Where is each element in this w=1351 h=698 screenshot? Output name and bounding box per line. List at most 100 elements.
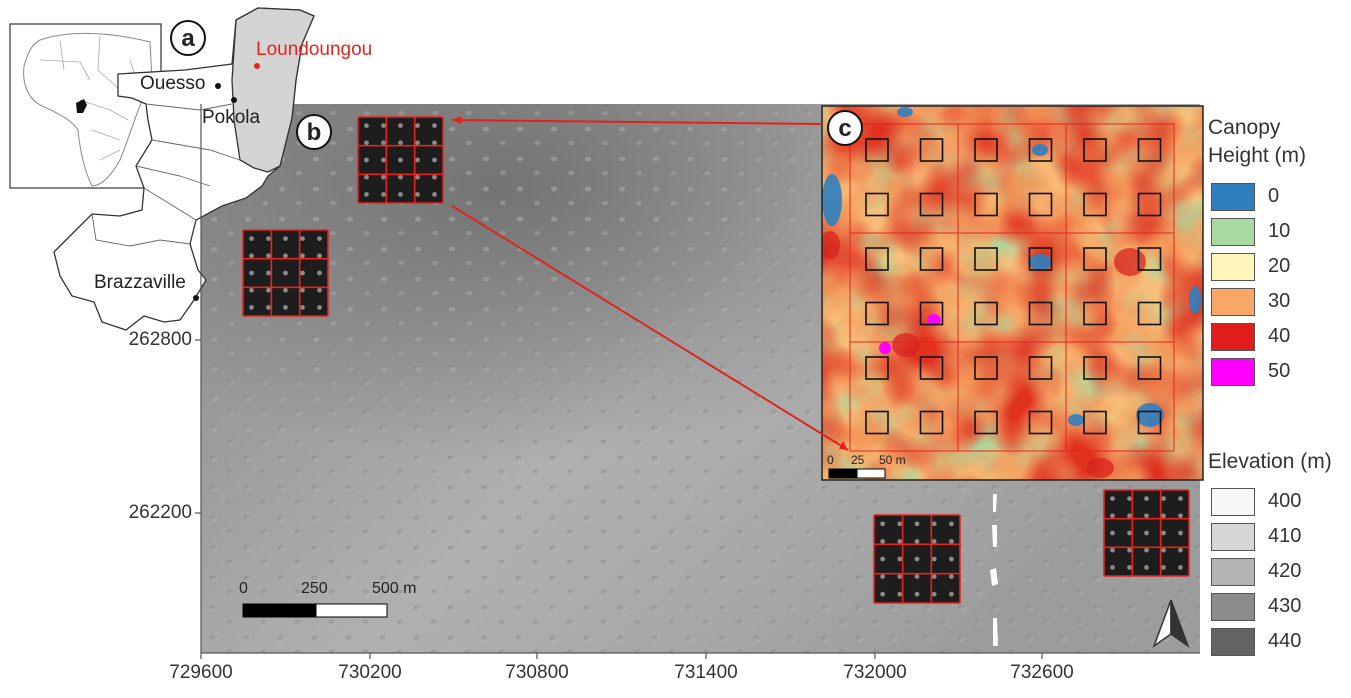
panel-c-label: c [838,115,852,142]
canopy-subplot-square [1137,192,1162,217]
elevation-legend-item: 420 [1211,558,1331,588]
canopy-legend-swatch [1211,288,1255,316]
canopy-legend-label: 40 [1268,325,1291,347]
elevation-legend-label: 420 [1268,560,1302,582]
elevation-legend-item: 400 [1211,488,1331,518]
x-tick-label: 729600 [169,662,233,683]
elevation-legend-swatch [1211,488,1255,516]
scale-c-label-50: 50 m [879,453,906,467]
panel-label-badges [170,20,863,150]
panel-a-label: a [181,25,195,52]
canopy-subplot-square [1028,247,1053,271]
ouesso-marker [215,83,221,89]
canopy-legend-item: 0 [1211,183,1331,213]
canopy-subplot-square [865,138,889,162]
study-region-district [231,7,315,173]
pokola-marker [231,97,237,103]
canopy-legend-label: 20 [1268,255,1291,277]
canopy-subplot-square [865,356,889,380]
x-tick-label: 732600 [1010,662,1074,683]
elevation-legend-swatch [1211,628,1255,656]
panel-c-scale-bar [828,468,886,479]
scale-c-label-25: 25 [851,453,865,467]
elevation-legend-item: 430 [1211,593,1331,623]
canopy-legend-label: 30 [1268,290,1291,312]
canopy-subplot-square [1083,192,1107,217]
canopy-subplot-square [919,247,944,271]
town-label-loundoungou: Loundoungou [256,39,373,60]
panel-b-scale-bar [242,603,388,618]
canopy-legend-swatch [1211,218,1255,246]
panel-c-frame [821,105,1204,481]
town-markers [193,63,260,301]
africa-outline [23,32,153,187]
scale-b-label-500: 500 m [372,580,417,597]
canopy-legend-label: 50 [1268,360,1291,382]
elevation-legend-label: 410 [1268,525,1302,547]
canopy-subplot-square [1028,192,1053,217]
plot-blocks [242,116,1190,604]
canopy-legend-title-1: Canopy [1208,116,1281,139]
canopy-subplot-square [1028,138,1053,162]
canopy-subplot-square [919,356,944,380]
congo-highlight-inset [76,99,87,113]
canopy-subplot-square [1028,410,1053,435]
canopy-subplot-square [974,192,998,217]
canopy-legend-swatch [1211,323,1255,351]
panel-a-congo-map [9,7,315,331]
canopy-subplot-square [1083,301,1107,326]
canopy-subplot-grid [849,123,1175,452]
canopy-subplot-square [919,138,944,162]
canopy-subplot-square [865,410,889,435]
elevation-legend-swatch [1211,523,1255,551]
canopy-subplot-square [974,410,998,435]
canopy-subplot-square [974,247,998,271]
canopy-legend-label: 10 [1268,220,1291,242]
elevation-legend-label: 440 [1268,630,1302,652]
canopy-legend-item: 30 [1211,288,1331,318]
panel-b-label: b [306,119,322,146]
elevation-legend-swatch [1211,558,1255,586]
canopy-legend-item: 40 [1211,323,1331,353]
canopy-subplot-square [865,301,889,326]
canopy-subplot-square [1137,301,1162,326]
canopy-legend-swatch [1211,253,1255,281]
elevation-legend-title: Elevation (m) [1208,450,1332,473]
panel-b-axes [200,104,1200,654]
elevation-legend-swatch [1211,593,1255,621]
brazzaville-marker [193,295,199,301]
y-tick-label: 262200 [128,502,192,523]
canopy-legend-label: 0 [1268,185,1280,207]
x-tick-label: 732000 [843,662,907,683]
elevation-legend-label: 400 [1268,490,1302,512]
north-arrow-icon [1152,599,1190,649]
town-label-brazzaville: Brazzaville [94,272,186,293]
plot-block [1103,489,1190,577]
elevation-legend-label: 430 [1268,595,1302,617]
canopy-subplot-square [865,192,889,217]
canopy-legend-item: 10 [1211,218,1331,248]
canopy-subplot-square [919,192,944,217]
town-label-ouesso: Ouesso [140,73,206,94]
canopy-legend-swatch [1211,183,1255,211]
canopy-subplot-square [1137,356,1162,380]
canopy-subplot-square [865,247,889,271]
plot-block [242,229,329,317]
panel-c-canopy-height [822,106,1203,480]
y-tick-label: 262800 [128,329,192,350]
elevation-legend-item: 410 [1211,523,1331,553]
canopy-subplot-square [1083,356,1107,380]
canopy-subplot-square [1028,356,1053,380]
canopy-legend-swatch [1211,358,1255,386]
canopy-subplot-square [1137,247,1162,271]
canopy-subplot-square [974,356,998,380]
canopy-legend-item: 50 [1211,358,1331,388]
loundoungou-marker [254,63,260,69]
canopy-subplot-square [919,410,944,435]
town-label-pokola: Pokola [202,107,261,128]
zoom-connector-lines [451,116,849,451]
canopy-subplot-square [919,301,944,326]
canopy-subplot-square [1137,410,1162,435]
plot-block [873,514,961,604]
